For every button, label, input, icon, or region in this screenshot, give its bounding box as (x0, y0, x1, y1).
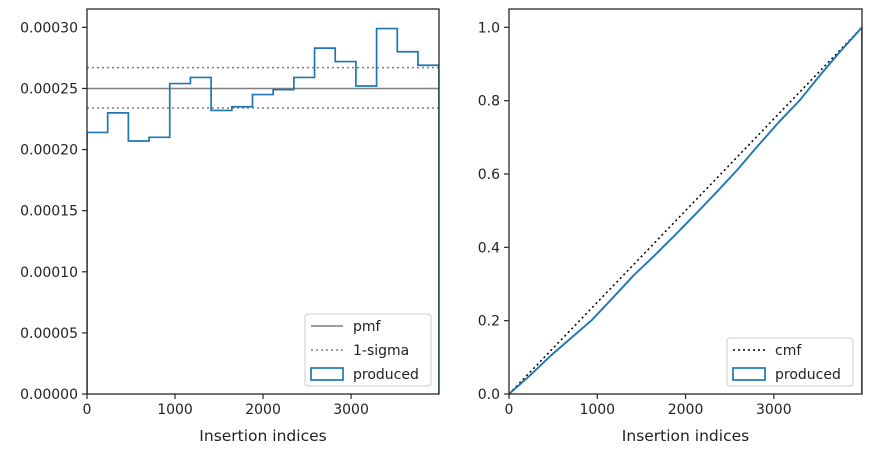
legend-handle-produced (310, 367, 344, 381)
plot-area (509, 9, 862, 394)
legend: cmf produced (726, 337, 854, 387)
produced-histogram-step (87, 27, 439, 394)
x-tick-label: 3000 (333, 402, 369, 418)
legend-label-pmf: pmf (353, 319, 382, 335)
x-tick-label: 2000 (668, 402, 704, 418)
x-tick-label: 3000 (756, 402, 792, 418)
x-tick-label: 1000 (157, 402, 193, 418)
y-tick-label: 0.0 (478, 387, 500, 403)
legend-handle-produced (732, 367, 766, 381)
y-tick-label: 0.00025 (20, 81, 78, 97)
legend: pmf 1-sigma produced (304, 313, 432, 387)
y-tick-label: 0.2 (478, 314, 500, 330)
y-tick-label: 0.00010 (20, 265, 78, 281)
y-tick-label: 0.8 (478, 94, 500, 110)
x-axis-label: Insertion indices (622, 427, 749, 445)
legend-label-cmf: cmf (775, 343, 802, 359)
y-tick-label: 0.00015 (20, 204, 78, 220)
x-axis-label: Insertion indices (199, 427, 326, 445)
x-tick-label: 2000 (245, 402, 281, 418)
y-tick-label: 0.00000 (20, 387, 78, 403)
plot-content (87, 27, 439, 394)
y-tick-label: 0.00030 (20, 20, 78, 36)
legend-label-1-sigma: 1-sigma (353, 343, 409, 359)
x-tick-label: 0 (505, 402, 514, 418)
legend-label-produced: produced (775, 367, 841, 383)
y-tick-label: 1.0 (478, 20, 500, 36)
right-chart-cmf: 0 1000 2000 3000 0.0 0.2 0.4 0.6 0.8 1.0 Insertion… (478, 8, 863, 445)
x-tick-label: 0 (83, 402, 92, 418)
y-tick-label: 0.6 (478, 167, 500, 183)
plot-content (509, 25, 862, 394)
y-tick-label: 0.00020 (20, 143, 78, 159)
y-tick-label: 0.4 (478, 240, 500, 256)
produced-cumulative-line (509, 25, 862, 394)
x-tick-label: 1000 (579, 402, 615, 418)
legend-label-produced: produced (353, 367, 419, 383)
y-tick-label: 0.00005 (20, 326, 78, 342)
left-chart-pmf: 0 1000 2000 3000 0.00000 0.00005 0.00010 0.0001… (20, 8, 440, 445)
